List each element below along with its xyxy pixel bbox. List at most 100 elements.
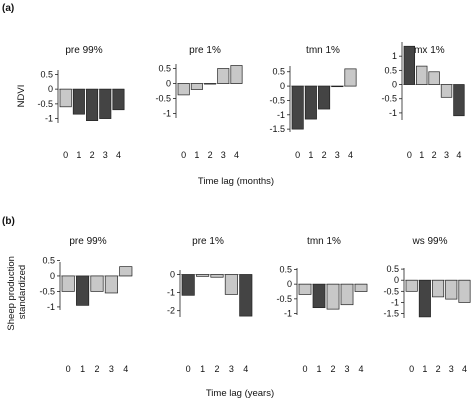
bar [432, 279, 445, 298]
x-tick-label: 2 [208, 150, 213, 160]
x-tick-label: 2 [214, 364, 219, 374]
y-tick-label: -1 [47, 302, 55, 312]
x-tick-label: 3 [229, 364, 234, 374]
panel-a-label: (a) [2, 3, 14, 14]
bar [204, 83, 217, 85]
x-tick-label: 4 [456, 150, 461, 160]
x-tick-label: 1 [419, 150, 424, 160]
y-tick-label: 0.5 [42, 255, 55, 265]
y-tick-label: -1 [389, 108, 397, 118]
x-tick-label: 3 [103, 150, 108, 160]
y-tick-label: -0.5 [276, 294, 292, 304]
subplot-title: tmn 1% [306, 45, 340, 56]
y-tick-label: -1.5 [383, 309, 399, 319]
bar [331, 85, 344, 88]
y-tick-label: 0 [287, 279, 292, 289]
bar [86, 88, 99, 121]
y-tick-label: -0.5 [383, 286, 399, 296]
y-tick-label: 0.5 [386, 264, 399, 274]
y-tick-label: -2 [167, 306, 175, 316]
y-tick-label: 0 [280, 81, 285, 91]
bar [104, 275, 118, 294]
bar [119, 266, 133, 277]
x-tick-label: 1 [317, 364, 322, 374]
y-tick-label: 0.5 [384, 65, 397, 75]
x-tick-label: 3 [345, 364, 350, 374]
bar [312, 283, 326, 309]
x-tick-label: 1 [308, 150, 313, 160]
y-tick-label: 0 [394, 275, 399, 285]
x-tick-label: 0 [186, 364, 191, 374]
bar [440, 84, 453, 98]
bar [177, 83, 190, 96]
y-tick-label: -1 [284, 309, 292, 319]
bar [224, 274, 238, 295]
x-tick-label: 2 [94, 364, 99, 374]
x-tick-label: 3 [335, 150, 340, 160]
y-tick-label: 0.5 [272, 67, 285, 77]
x-tick-label: 0 [407, 150, 412, 160]
y-tick-label: -0.5 [155, 94, 171, 104]
subplot-title: ws 99% [411, 236, 447, 247]
bar [340, 283, 354, 306]
y-tick-label: 0 [166, 79, 171, 89]
bar [405, 279, 418, 292]
bar [181, 274, 195, 296]
bar [112, 88, 125, 111]
bar [72, 88, 85, 115]
y-tick-label: 0.5 [40, 69, 53, 79]
panel-b-xlabel: Time lag (years) [206, 388, 274, 399]
x-tick-label: 4 [359, 364, 364, 374]
bar [453, 84, 465, 117]
x-tick-label: 4 [243, 364, 248, 374]
bar [239, 274, 253, 317]
panel-a-ylabel: NDVI [16, 85, 27, 108]
subplot-title: pre 99% [65, 45, 102, 56]
y-tick-label: -0.5 [39, 286, 55, 296]
y-tick-label: -1 [45, 114, 53, 124]
bar [304, 85, 317, 120]
x-tick-label: 4 [348, 150, 353, 160]
bar [196, 274, 210, 277]
subplot-title: pre 99% [69, 236, 106, 247]
bar [291, 85, 304, 130]
panel-b-label: (b) [2, 216, 15, 227]
bar [428, 71, 440, 85]
bar [458, 279, 471, 303]
x-tick-label: 0 [295, 150, 300, 160]
bar [326, 283, 340, 310]
subplot-title: pre 1% [192, 236, 224, 247]
panel-b-ylabel-line: standardized [17, 265, 28, 319]
y-tick-label: -1 [163, 109, 171, 119]
x-tick-label: 1 [422, 364, 427, 374]
bar [76, 275, 90, 306]
bar [354, 283, 368, 292]
x-tick-label: 4 [234, 150, 239, 160]
y-tick-label: 0.5 [158, 64, 171, 74]
subplot-title: pre 1% [189, 45, 221, 56]
y-tick-label: 0 [170, 270, 175, 280]
x-tick-label: 0 [409, 364, 414, 374]
bar [418, 279, 431, 318]
y-tick-label: 0 [392, 80, 397, 90]
y-tick-label: 1 [392, 51, 397, 61]
y-tick-label: -1.5 [269, 124, 285, 134]
y-tick-label: -1 [391, 297, 399, 307]
y-tick-label: -1 [277, 110, 285, 120]
bar [217, 68, 230, 84]
bar [230, 65, 243, 84]
y-tick-label: -0.5 [269, 95, 285, 105]
panel-b-ylabel: Sheep production standardized [6, 253, 28, 330]
x-tick-label: 4 [116, 150, 121, 160]
x-tick-label: 4 [462, 364, 467, 374]
y-tick-label: 0 [50, 271, 55, 281]
x-tick-label: 1 [194, 150, 199, 160]
bar [416, 65, 428, 85]
panel-b-ylabel-line: Sheep production [6, 256, 17, 330]
x-tick-label: 1 [200, 364, 205, 374]
x-tick-label: 3 [221, 150, 226, 160]
x-tick-label: 0 [303, 364, 308, 374]
y-tick-label: -0.5 [37, 99, 53, 109]
x-tick-label: 2 [90, 150, 95, 160]
